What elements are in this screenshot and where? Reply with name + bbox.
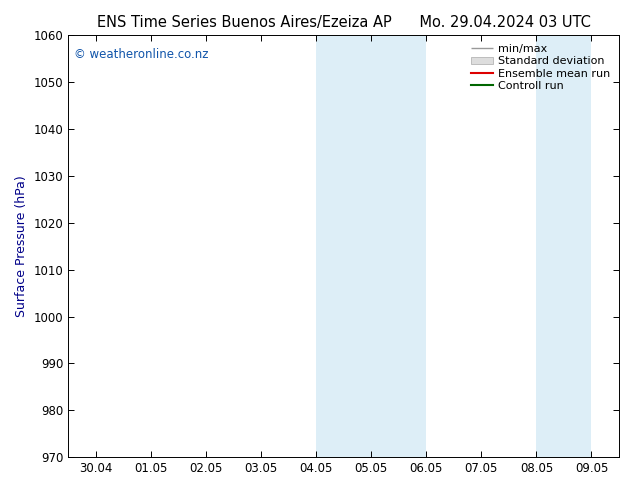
Y-axis label: Surface Pressure (hPa): Surface Pressure (hPa) [15,175,28,317]
Title: ENS Time Series Buenos Aires/Ezeiza AP      Mo. 29.04.2024 03 UTC: ENS Time Series Buenos Aires/Ezeiza AP M… [96,15,590,30]
Bar [344,35,426,457]
Bar [536,35,564,457]
Legend: min/max, Standard deviation, Ensemble mean run, Controll run: min/max, Standard deviation, Ensemble me… [468,41,614,94]
Text: © weatheronline.co.nz: © weatheronline.co.nz [74,48,208,61]
Bar [564,35,592,457]
Bar [316,35,344,457]
